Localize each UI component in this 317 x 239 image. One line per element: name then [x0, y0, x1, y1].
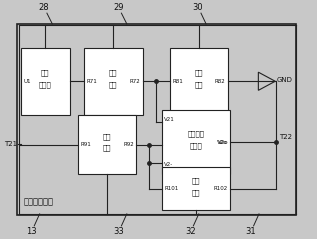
Text: GND: GND	[276, 77, 292, 83]
Text: 28: 28	[38, 3, 49, 12]
Text: 第一: 第一	[41, 70, 49, 76]
Text: 30: 30	[192, 3, 203, 12]
Text: V2-: V2-	[164, 163, 173, 167]
Text: 第十: 第十	[191, 177, 200, 184]
Text: R81: R81	[172, 79, 183, 84]
Bar	[21, 48, 70, 115]
Text: V2o: V2o	[217, 140, 227, 145]
Text: 放大器: 放大器	[189, 142, 202, 149]
Text: R71: R71	[87, 79, 97, 84]
Text: R72: R72	[129, 79, 140, 84]
Text: 电阻: 电阻	[103, 145, 111, 152]
Text: 32: 32	[185, 227, 196, 236]
Text: U1: U1	[23, 79, 31, 84]
Text: T22: T22	[279, 134, 292, 141]
Bar	[17, 24, 296, 215]
Text: 33: 33	[113, 227, 124, 236]
Text: 电阻: 电阻	[109, 81, 118, 88]
Text: 第九: 第九	[103, 133, 111, 140]
Text: R101: R101	[164, 186, 178, 191]
Text: 电阻: 电阻	[195, 81, 203, 88]
Text: T21: T21	[4, 141, 17, 147]
Text: 第七: 第七	[109, 70, 118, 76]
Text: 第八: 第八	[195, 70, 203, 76]
Text: 第一运算: 第一运算	[187, 130, 204, 137]
Bar	[170, 48, 228, 115]
Bar	[162, 110, 230, 174]
Text: 电阻: 电阻	[191, 189, 200, 196]
Text: V21: V21	[164, 117, 175, 122]
Text: R92: R92	[123, 142, 134, 147]
Text: 电压源: 电压源	[39, 81, 52, 88]
Text: R82: R82	[215, 79, 226, 84]
Text: 29: 29	[113, 3, 124, 12]
Text: 31: 31	[245, 227, 256, 236]
Text: V2o: V2o	[217, 140, 228, 145]
Bar	[84, 48, 143, 115]
Text: 第二运算模块: 第二运算模块	[24, 197, 54, 206]
Bar	[78, 115, 136, 174]
Text: R91: R91	[80, 142, 91, 147]
Bar	[162, 167, 230, 210]
Text: 13: 13	[26, 227, 36, 236]
Text: R102: R102	[213, 186, 227, 191]
